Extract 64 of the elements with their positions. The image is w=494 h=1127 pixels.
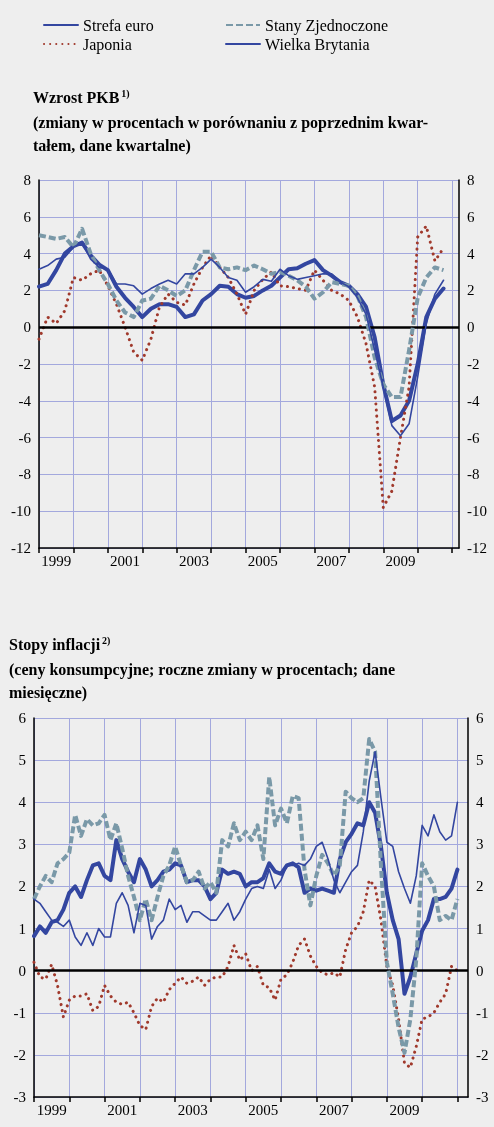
y-tick-label: 4	[18, 794, 27, 811]
y-tick-label: -10	[11, 503, 31, 520]
x-tick-label: 2005	[248, 1101, 279, 1118]
y-tick-label: 5	[18, 752, 26, 769]
line-series	[32, 878, 459, 1070]
y2-tick-label: -10	[467, 503, 487, 520]
y-tick-label: 6	[18, 710, 27, 726]
legend-label: Wielka Brytania	[265, 35, 370, 54]
y2-tick-label: 6	[476, 710, 484, 726]
y-tick-label: 1	[18, 920, 26, 937]
x-tick-label: 2001	[110, 552, 141, 569]
y-tick-label: -1	[13, 1004, 26, 1021]
y2-tick-label: -12	[467, 540, 487, 556]
x-tick-label: 2001	[107, 1101, 138, 1118]
y-tick-label: 0	[23, 319, 31, 336]
y2-tick-label: -8	[467, 466, 480, 483]
y-tick-label: 8	[23, 172, 31, 188]
y-tick-label: -6	[18, 429, 32, 446]
y-tick-label: 2	[23, 282, 31, 299]
y2-tick-label: -2	[476, 1046, 489, 1063]
x-tick-label: 2003	[177, 1101, 208, 1118]
y2-tick-label: 8	[467, 172, 475, 188]
y2-tick-label: 2	[476, 878, 484, 895]
y-tick-label: 0	[18, 962, 26, 979]
y-tick-label: -2	[18, 356, 31, 372]
y2-tick-label: -6	[467, 429, 480, 446]
x-tick-label: 1999	[36, 1101, 67, 1118]
chart-subtitle: (ceny konsumpcyjne; roczne zmiany w procentach; dane miesięczne)	[9, 661, 396, 702]
y2-tick-label: 3	[476, 836, 484, 853]
y2-tick-label: -1	[476, 1004, 489, 1021]
x-tick-label: 1999	[41, 552, 72, 569]
x-tick-label: 2005	[247, 552, 278, 569]
y-tick-label: 2	[18, 878, 26, 895]
y2-tick-label: 1	[476, 920, 484, 937]
y-tick-label: 6	[23, 208, 32, 225]
y-tick-label: -3	[13, 1089, 26, 1105]
y2-tick-label: 2	[467, 282, 475, 299]
line-series	[37, 226, 446, 400]
y-tick-label: -4	[18, 392, 32, 409]
legend-label: Japonia	[83, 35, 132, 54]
legend-label: Strefa euro	[83, 16, 154, 34]
x-tick-label: 2003	[178, 552, 209, 569]
y-tick-label: 3	[18, 836, 26, 853]
y2-tick-label: 6	[467, 208, 475, 225]
line-series	[37, 224, 446, 510]
y2-tick-label: 4	[476, 794, 484, 811]
line-series	[32, 737, 460, 1055]
y2-tick-label: 0	[467, 319, 475, 336]
y2-tick-label: 4	[467, 245, 475, 262]
x-tick-label: 2007	[316, 552, 348, 569]
x-tick-label: 2009	[389, 1101, 420, 1118]
x-tick-label: 2007	[318, 1101, 350, 1118]
y2-tick-label: -2	[467, 356, 480, 372]
y-tick-label: 4	[23, 245, 32, 262]
y-tick-label: -2	[13, 1046, 26, 1063]
y2-tick-label: 0	[476, 962, 484, 979]
y2-tick-label: -4	[467, 392, 480, 409]
y2-tick-label: 5	[476, 752, 484, 769]
y-tick-label: -12	[11, 540, 31, 556]
legend-label: Stany Zjednoczone	[265, 16, 389, 35]
y-tick-label: -8	[18, 466, 31, 483]
x-tick-label: 2009	[385, 552, 416, 569]
chart-subtitle: (zmiany w procentach w porównaniu z poprzednim kwar- tałem, dane kwartalne)	[33, 114, 429, 155]
y2-tick-label: -3	[476, 1089, 489, 1105]
